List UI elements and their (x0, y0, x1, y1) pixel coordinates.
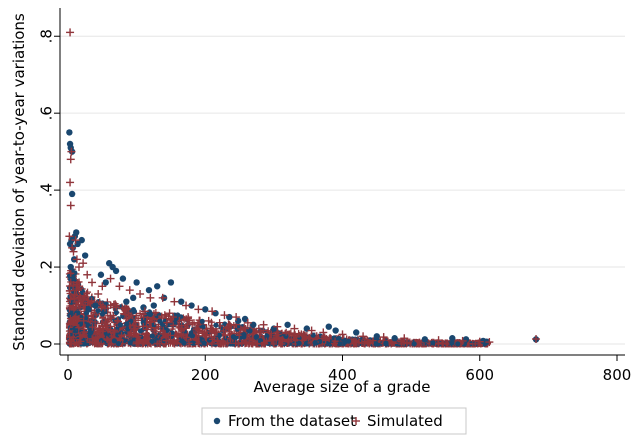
cloud-point-dataset (114, 332, 121, 338)
cloud-point-simulated (121, 311, 129, 319)
cloud-point-simulated (125, 331, 133, 339)
cloud-point-dataset (164, 327, 170, 333)
cloud-point-simulated (84, 288, 92, 296)
cloud-point-simulated (66, 305, 74, 313)
cloud-point-simulated (226, 321, 234, 329)
cloud-point-simulated (66, 296, 74, 304)
cloud-point-dataset (72, 270, 78, 276)
cloud-point-simulated (202, 332, 210, 340)
point-cloud (65, 265, 492, 348)
cloud-point-dataset (264, 333, 270, 339)
cloud-point-simulated (188, 320, 196, 328)
plot-region (60, 8, 625, 355)
cloud-point-dataset (130, 307, 137, 313)
cloud-point-simulated (136, 309, 144, 317)
cloud-point-dataset (137, 328, 144, 334)
